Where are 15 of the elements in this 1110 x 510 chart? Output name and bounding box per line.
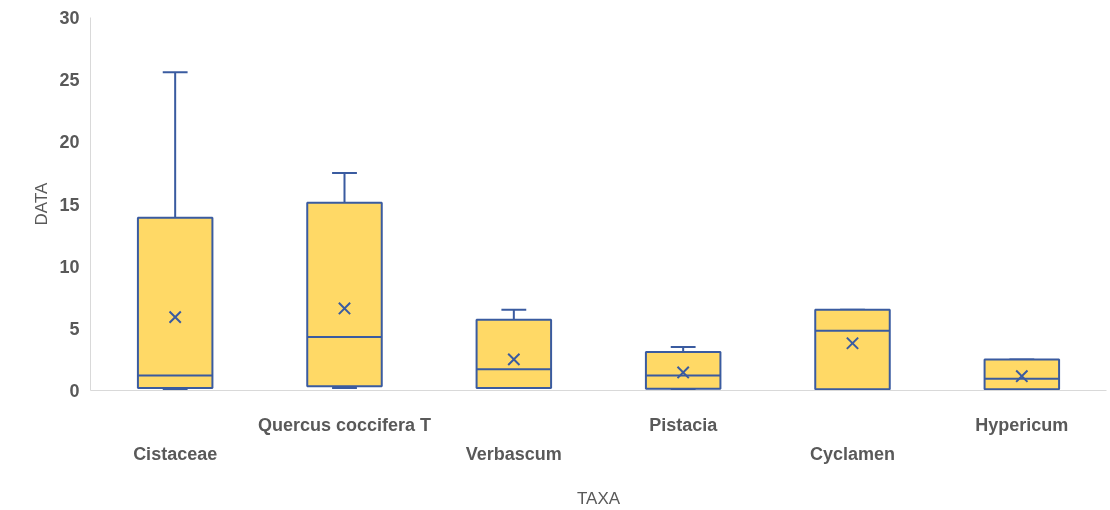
- y-tick-label: 20: [59, 132, 80, 153]
- y-tick-label: 15: [59, 194, 80, 215]
- y-tick-label: 0: [69, 381, 80, 401]
- y-tick-label: 10: [59, 256, 80, 277]
- x-tick-label: Quercus coccifera T: [257, 414, 432, 435]
- y-tick-label: 5: [69, 318, 80, 339]
- x-tick-label: Hypericum: [975, 414, 1069, 435]
- x-tick-label: Cistaceae: [133, 443, 218, 464]
- x-axis-title: TAXA: [576, 488, 621, 508]
- x-tick-label: Cyclamen: [809, 443, 896, 464]
- x-tick-label: Verbascum: [465, 443, 562, 464]
- y-tick-label: 25: [59, 70, 80, 91]
- x-tick-label: Pistacia: [649, 414, 719, 435]
- y-tick-label: 30: [59, 8, 80, 28]
- y-axis-title: DATA: [32, 181, 52, 226]
